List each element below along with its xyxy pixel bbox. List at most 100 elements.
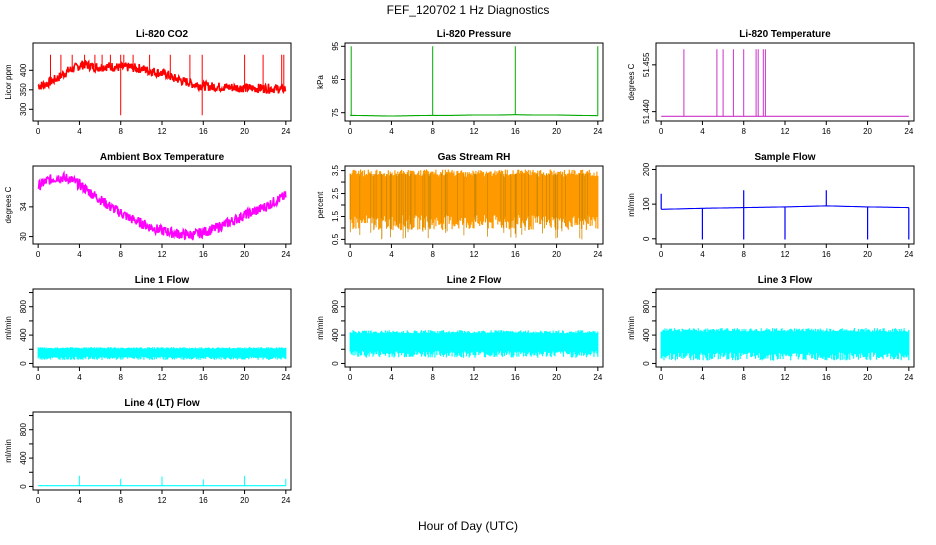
- data-line: [37, 59, 287, 94]
- x-tick-label: 8: [118, 127, 123, 136]
- y-axis-label: kPa: [316, 75, 325, 89]
- x-axis: 0 4 8 12 16 20 24: [659, 366, 914, 382]
- x-tick-label: 0: [36, 250, 41, 259]
- data-dips: [660, 190, 910, 240]
- y-tick-label: 51.440: [642, 99, 651, 124]
- panel-title: Line 4 (LT) Flow: [124, 398, 200, 409]
- y-axis: 75 85 95: [331, 41, 346, 117]
- x-tick-label: 16: [199, 496, 208, 505]
- plot-frame: [655, 42, 915, 122]
- x-tick-label: 8: [741, 373, 746, 382]
- x-axis: 0 4 8 12 16 20 24: [36, 366, 291, 382]
- figure-title: FEF_120702 1 Hz Diagnostics: [387, 3, 550, 17]
- x-tick-label: 12: [781, 250, 790, 259]
- x-tick-label: 0: [36, 127, 41, 136]
- plot-frame: [344, 288, 604, 368]
- panel-6: Line 1 Flow 0 4 8 12 16 20 24 0 400 800 ml/min: [4, 275, 292, 382]
- x-tick-label: 0: [36, 373, 41, 382]
- x-tick-label: 24: [593, 250, 602, 259]
- x-tick-label: 20: [863, 373, 872, 382]
- data-line: [350, 114, 598, 117]
- panel-title: Line 2 Flow: [447, 275, 502, 286]
- x-tick-label: 8: [430, 373, 435, 382]
- x-tick-label: 16: [199, 373, 208, 382]
- y-axis: 0.5 1.5 2.5 3.5: [331, 164, 346, 245]
- x-tick-label: 4: [700, 250, 705, 259]
- x-tick-label: 0: [659, 373, 664, 382]
- x-tick-label: 0: [348, 127, 353, 136]
- x-tick-label: 20: [552, 127, 561, 136]
- x-tick-label: 0: [659, 127, 664, 136]
- y-tick-label: 1.5: [331, 210, 340, 222]
- y-axis: 0 400 800: [642, 292, 657, 366]
- x-tick-label: 20: [863, 250, 872, 259]
- x-tick-label: 16: [511, 127, 520, 136]
- panel-1: Li-820 Pressure 0 4 8 12 16 20 24 75 85 95 kPa: [316, 29, 604, 136]
- data-layer: [37, 170, 287, 241]
- data-layer: [37, 54, 287, 116]
- x-tick-label: 12: [470, 127, 479, 136]
- x-axis: 0 4 8 12 16 20 24: [36, 243, 291, 259]
- y-tick-label: 200: [642, 162, 651, 176]
- panel-3: Ambient Box Temperature 0 4 8 12 16 20 24 30 34 de…: [4, 152, 292, 259]
- x-tick-label: 12: [470, 250, 479, 259]
- y-axis-label: percent: [316, 191, 325, 218]
- y-tick-label: 400: [642, 328, 651, 342]
- x-tick-label: 16: [822, 250, 831, 259]
- x-tick-label: 8: [118, 250, 123, 259]
- x-axis: 0 4 8 12 16 20 24: [36, 489, 291, 505]
- data-spikes: [50, 54, 285, 116]
- x-tick-label: 8: [430, 127, 435, 136]
- x-tick-label: 20: [552, 373, 561, 382]
- y-tick-label: 0: [19, 484, 28, 489]
- y-tick-label: 800: [19, 300, 28, 314]
- x-tick-label: 12: [470, 373, 479, 382]
- x-tick-label: 24: [593, 373, 602, 382]
- x-tick-label: 8: [741, 250, 746, 259]
- data-layer: [660, 190, 910, 240]
- x-tick-label: 16: [511, 373, 520, 382]
- data-layer: [349, 169, 599, 240]
- y-tick-label: 95: [331, 41, 340, 50]
- data-layer: [350, 46, 599, 117]
- x-tick-label: 24: [281, 127, 290, 136]
- panel-title: Line 1 Flow: [135, 275, 190, 286]
- plot-frame: [655, 288, 915, 368]
- y-axis-label: degrees C: [4, 186, 13, 223]
- x-axis: 0 4 8 12 16 20 24: [36, 120, 291, 136]
- y-axis: 0 400 800: [19, 415, 34, 489]
- y-tick-label: 400: [19, 63, 28, 77]
- y-tick-label: 34: [19, 202, 28, 211]
- y-tick-label: 400: [19, 451, 28, 465]
- y-tick-label: 300: [19, 102, 28, 116]
- x-tick-label: 4: [700, 373, 705, 382]
- y-axis-label: ml/min: [4, 439, 13, 463]
- x-tick-label: 16: [199, 250, 208, 259]
- y-tick-label: 0.5: [331, 233, 340, 245]
- x-tick-label: 4: [77, 496, 82, 505]
- panel-0: Li-820 CO2 0 4 8 12 16 20 24 300 350 400 Licor ppm: [4, 29, 292, 136]
- x-tick-label: 20: [240, 373, 249, 382]
- y-axis-label: ml/min: [627, 193, 636, 217]
- x-tick-label: 8: [741, 127, 746, 136]
- x-tick-label: 0: [348, 250, 353, 259]
- y-axis-label: ml/min: [4, 316, 13, 340]
- data-line: [37, 170, 287, 241]
- y-tick-label: 400: [331, 328, 340, 342]
- data-band: [349, 330, 599, 358]
- y-tick-label: 51.455: [642, 52, 651, 77]
- y-axis-label: ml/min: [627, 316, 636, 340]
- y-axis: 0 400 800: [331, 292, 346, 366]
- x-tick-label: 8: [430, 250, 435, 259]
- y-tick-label: 2.5: [331, 187, 340, 199]
- panel-2: Li-820 Temperature 0 4 8 12 16 20 24 51.440 51.45…: [627, 29, 915, 136]
- panel-9: Line 4 (LT) Flow 0 4 8 12 16 20 24 0 400 800 ml/min: [4, 398, 292, 505]
- x-tick-label: 16: [822, 127, 831, 136]
- panel-title: Line 3 Flow: [758, 275, 813, 286]
- panel-title: Li-820 CO2: [136, 29, 189, 40]
- y-tick-label: 350: [19, 83, 28, 97]
- y-tick-label: 800: [331, 300, 340, 314]
- panel-title: Li-820 Temperature: [739, 29, 831, 40]
